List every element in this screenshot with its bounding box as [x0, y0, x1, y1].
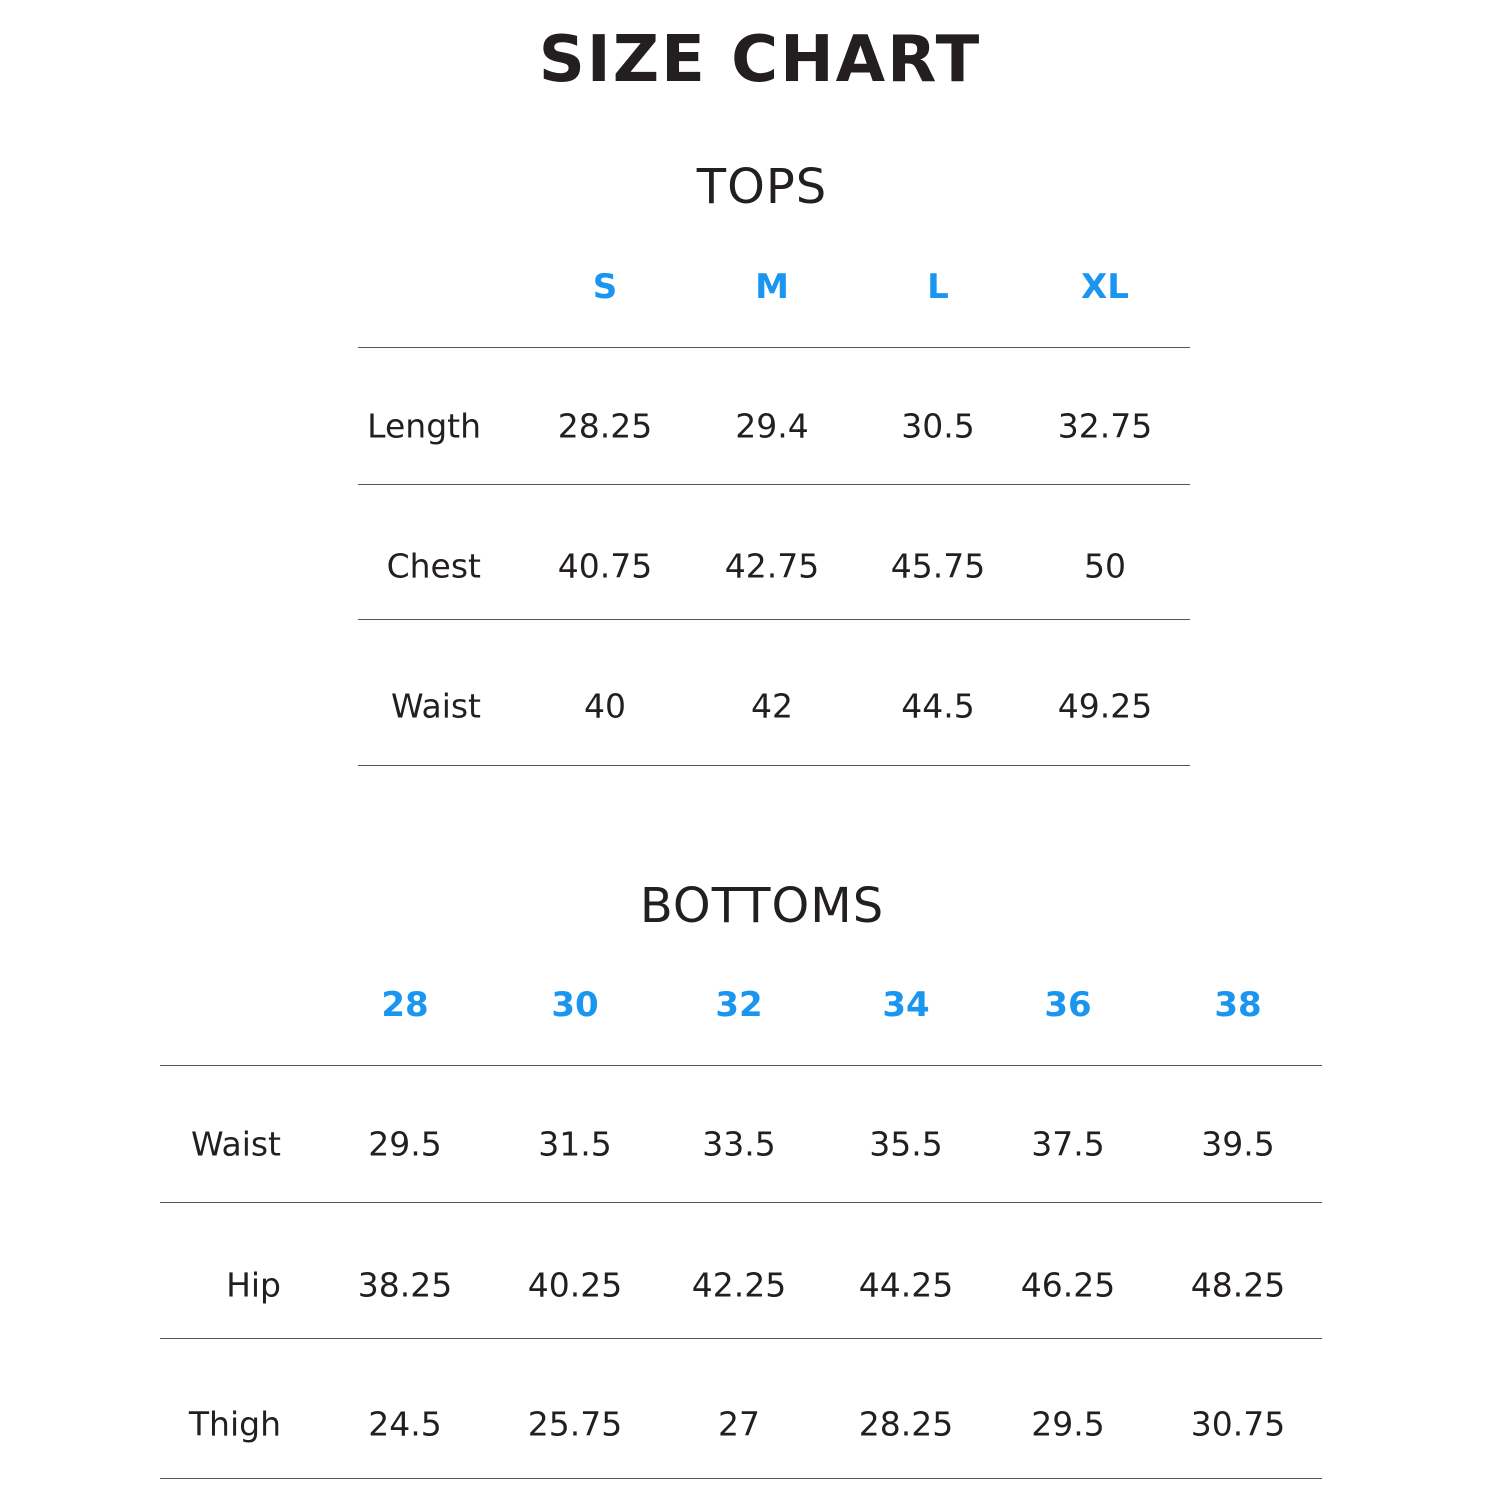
tops-cell: 29.4: [735, 406, 809, 446]
tops-size-header: XL: [1081, 267, 1129, 307]
tops-cell: 42.75: [724, 546, 820, 586]
tops-size-header: L: [927, 267, 949, 307]
tops-row-divider: [358, 484, 1190, 485]
bottoms-cell: 28.25: [858, 1404, 954, 1444]
bottoms-size-header: 30: [551, 985, 599, 1025]
bottoms-cell: 33.5: [702, 1124, 776, 1164]
page-title: SIZE CHART: [538, 23, 982, 97]
bottoms-cell: 38.25: [357, 1265, 453, 1305]
tops-row-label: Chest: [386, 546, 481, 586]
bottoms-cell: 35.5: [869, 1124, 943, 1164]
tops-size-header: M: [755, 267, 789, 307]
bottoms-size-header: 28: [381, 985, 429, 1025]
bottoms-cell: 25.75: [527, 1404, 623, 1444]
bottoms-cell: 30.75: [1190, 1404, 1286, 1444]
tops-row-divider: [358, 347, 1190, 348]
bottoms-row-label: Waist: [190, 1124, 281, 1164]
tops-cell: 32.75: [1057, 406, 1153, 446]
bottoms-size-header: 38: [1214, 985, 1262, 1025]
tops-row-divider: [358, 765, 1190, 766]
bottoms-cell: 37.5: [1031, 1124, 1105, 1164]
bottoms-row-divider: [160, 1202, 1322, 1203]
tops-cell: 44.5: [901, 686, 975, 726]
bottoms-cell: 31.5: [538, 1124, 612, 1164]
tops-size-header: S: [592, 267, 618, 307]
bottoms-size-header: 34: [882, 985, 930, 1025]
tops-cell: 42: [751, 686, 793, 726]
tops-cell: 30.5: [901, 406, 975, 446]
tops-row-label: Length: [367, 406, 481, 446]
bottoms-cell: 29.5: [368, 1124, 442, 1164]
bottoms-cell: 40.25: [527, 1265, 623, 1305]
bottoms-row-divider: [160, 1478, 1322, 1479]
tops-cell: 45.75: [890, 546, 986, 586]
bottoms-cell: 29.5: [1031, 1404, 1105, 1444]
bottoms-cell: 42.25: [691, 1265, 787, 1305]
tops-cell: 50: [1084, 546, 1126, 586]
bottoms-size-header: 32: [715, 985, 763, 1025]
bottoms-cell: 44.25: [858, 1265, 954, 1305]
tops-cell: 40.75: [557, 546, 653, 586]
bottoms-cell: 46.25: [1020, 1265, 1116, 1305]
bottoms-row-divider: [160, 1065, 1322, 1066]
bottoms-row-label: Thigh: [188, 1404, 281, 1444]
tops-cell: 40: [584, 686, 626, 726]
bottoms-cell: 24.5: [368, 1404, 442, 1444]
bottoms-cell: 27: [718, 1404, 760, 1444]
bottoms-heading: BOTTOMS: [639, 878, 885, 934]
bottoms-cell: 48.25: [1190, 1265, 1286, 1305]
bottoms-size-header: 36: [1044, 985, 1092, 1025]
bottoms-row-divider: [160, 1338, 1322, 1339]
tops-cell: 49.25: [1057, 686, 1153, 726]
tops-cell: 28.25: [557, 406, 653, 446]
tops-heading: TOPS: [696, 159, 828, 215]
bottoms-cell: 39.5: [1201, 1124, 1275, 1164]
bottoms-row-label: Hip: [226, 1265, 281, 1305]
tops-row-label: Waist: [390, 686, 481, 726]
tops-row-divider: [358, 619, 1190, 620]
